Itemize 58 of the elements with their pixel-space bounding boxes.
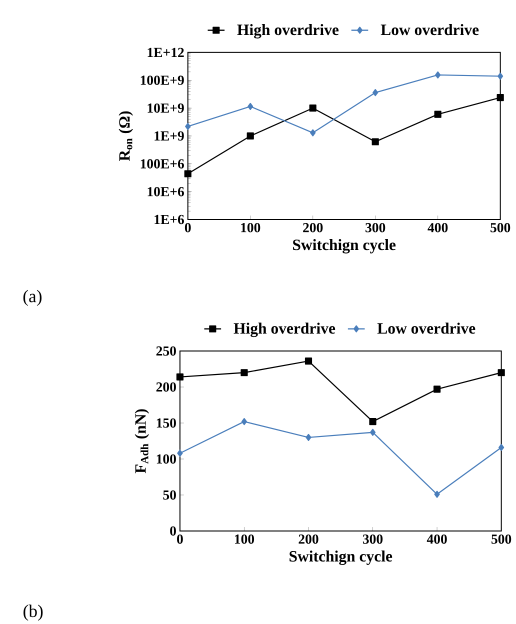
x-tick-label: 200 [298,534,318,544]
point [306,434,312,441]
point [185,122,191,130]
x-tick-label: 500 [490,222,510,232]
y-tick-label: 1E+12 [148,48,184,57]
x-tick-label: 400 [426,534,447,544]
y-tick-label: 1E+9 [154,131,184,141]
y-tick-label: 1E+6 [154,214,184,224]
y-tick-label: 250 [156,346,176,356]
legend-label: Low overdrive [377,322,476,334]
y-tick-label: 100 [156,454,176,464]
y-tick-label: 50 [163,490,176,500]
y-tick-label: 10E+9 [148,103,184,113]
y-tick-label: 150 [156,418,176,428]
point [184,170,192,178]
point [434,71,441,79]
point [498,444,504,452]
point [369,418,376,426]
legend-label: High overdrive [237,24,338,38]
point [246,132,254,140]
x-tick-label: 300 [365,222,386,232]
y-axis-title: F$_{Adh}$ (nN) [134,409,149,474]
y-axis-title: R$_{on}$ (Ω) [118,111,133,161]
legend-label: Low overdrive [380,24,479,36]
point [177,450,183,457]
point [372,138,379,146]
y-tick-label: 100E+6 [140,159,184,168]
point [309,104,316,112]
x-tick-label: 200 [303,222,323,232]
y-tick-label: 0 [170,526,176,536]
point [434,110,442,118]
point [497,72,504,80]
x-tick-label: 300 [362,534,383,544]
text: (a) [23,290,42,306]
x-tick-label: 400 [428,222,448,232]
text: (b) [23,604,43,621]
point [176,373,184,380]
point [241,418,247,426]
x-tick-label: 0 [184,222,191,232]
x-tick-label: 500 [491,534,512,544]
point [433,386,441,393]
point [372,89,378,96]
point [370,428,376,436]
y-tick-label: 10E+6 [148,187,184,196]
y-tick-label: 200 [156,382,176,392]
point [496,94,504,102]
x-tick-label: 100 [241,222,260,232]
y-tick-label: 100E+9 [140,76,184,85]
point [498,369,505,376]
x-tick-label: 100 [234,534,254,544]
x-axis-title: Switchign cycle [292,239,396,254]
point [304,358,312,365]
point [240,369,248,376]
x-axis-title: Switchign cycle [290,550,392,565]
legend-label: High overdrive [234,322,336,338]
point [247,102,254,110]
point [310,129,316,136]
point [434,490,440,498]
